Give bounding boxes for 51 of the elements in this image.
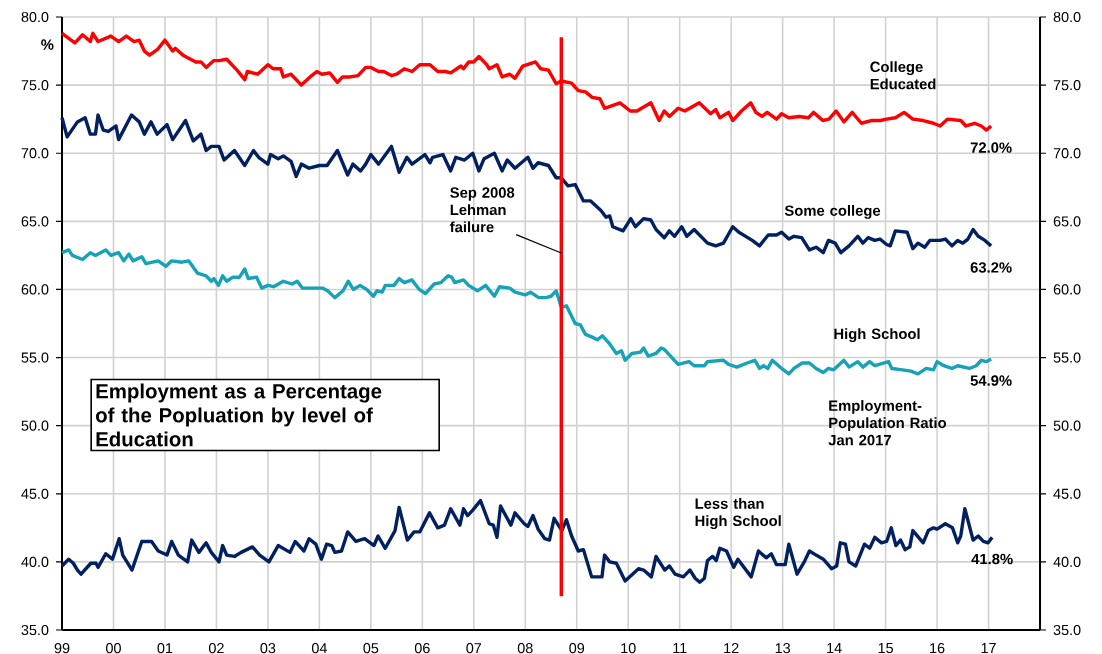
annotation: 72.0% [970, 142, 1012, 153]
x-tick-label: 04 [311, 643, 327, 654]
x-tick-label: 07 [466, 643, 482, 654]
x-tick-label: 01 [157, 643, 173, 654]
x-tick-label: 17 [981, 643, 996, 653]
x-tick-label: 03 [260, 643, 276, 654]
ref-line-label: Sep 2008 Lehman failure [449, 187, 515, 233]
annotation: 41.8% [971, 553, 1013, 565]
series-label: Some college [784, 205, 881, 219]
y-tick-label: 60.0 [21, 284, 49, 295]
annotation: 63.2% [970, 262, 1012, 273]
x-tick-label: 06 [414, 643, 430, 654]
series-label: College Educated [870, 61, 936, 90]
x-tick-label: 14 [827, 643, 842, 653]
series-label: Less than High School [695, 498, 781, 530]
y2-tick-label: 35.0 [1053, 624, 1081, 636]
y2-tick-label: 80.0 [1053, 11, 1081, 23]
y-tick-label: 45.0 [21, 488, 49, 499]
y-tick-label: 65.0 [21, 216, 49, 227]
x-tick-label: 00 [106, 643, 121, 654]
x-tick-label: 08 [517, 643, 533, 654]
x-tick-label: 10 [621, 643, 636, 654]
y-tick-label: 75.0 [21, 80, 49, 91]
y2-tick-label: 50.0 [1053, 420, 1081, 431]
x-tick-label: 99 [54, 643, 70, 654]
y-tick-label: 40.0 [21, 556, 49, 567]
y2-tick-label: 65.0 [1053, 216, 1081, 227]
y2-tick-label: 60.0 [1053, 284, 1081, 295]
y-axis-title: % [41, 39, 54, 50]
x-tick-label: 12 [724, 643, 739, 654]
annotation: 54.9% [970, 375, 1012, 386]
x-tick-label: 15 [878, 643, 893, 654]
y-tick-label: 80.0 [21, 11, 49, 23]
series-label: High School [834, 328, 920, 343]
y-tick-label: 50.0 [21, 420, 49, 431]
x-tick-label: 02 [208, 643, 224, 654]
x-tick-label: 09 [569, 643, 585, 654]
text: Employment as a Percentage of the Popluation by level of Education [95, 383, 382, 447]
y-tick-label: 70.0 [21, 148, 49, 159]
y2-tick-label: 40.0 [1053, 556, 1081, 567]
x-tick-label: 16 [930, 643, 945, 654]
x-tick-label: 11 [673, 643, 687, 653]
x-tick-label: 05 [363, 643, 379, 654]
x-tick-label: 13 [775, 643, 791, 654]
y2-tick-label: 75.0 [1053, 80, 1081, 91]
annotation: Employment-Population Ratio Jan 2017 [828, 400, 947, 446]
y2-tick-label: 70.0 [1053, 148, 1081, 159]
y-tick-label: 55.0 [21, 352, 49, 363]
y-tick-label: 35.0 [21, 624, 49, 636]
y2-tick-label: 55.0 [1053, 352, 1081, 363]
y2-tick-label: 45.0 [1053, 488, 1081, 499]
